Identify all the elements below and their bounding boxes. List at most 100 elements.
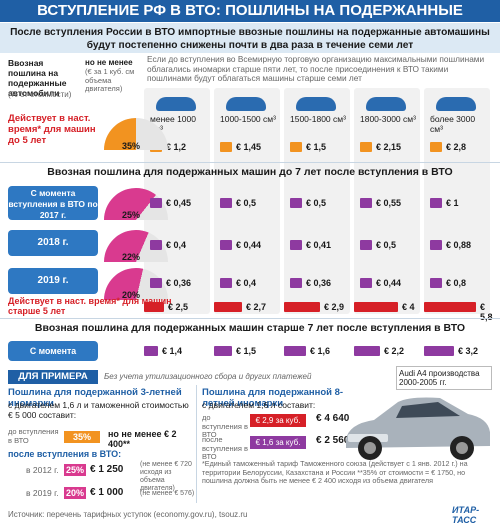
wto-over7-label: С момента вступления в ВТО [8,341,98,376]
car-icon [156,97,196,111]
red-bar [424,302,476,312]
row-value: € 1 [446,198,459,208]
source: Источник: перечень тарифных уступок (eco… [8,510,248,519]
row-value: € 0,4 [166,240,187,250]
purple-bar [284,346,306,356]
current-value: € 1,2 [166,142,187,152]
row-value: € 0,4 [236,278,257,288]
purple-chip [220,198,232,208]
current-value: € 2,15 [376,142,402,152]
section-to-7: Ввозная пошлина для подержанных машин до… [47,166,453,178]
car-icon [296,97,336,111]
page-title: ВСТУПЛЕНИЕ РФ В ВТО: ПОШЛИНЫ НА ПОДЕРЖАН… [0,0,500,41]
purple-bar [354,346,380,356]
row-value: € 0,5 [236,198,257,208]
row-value: € 0,36 [166,278,192,288]
car3-now-label: до вступления в ВТО [8,427,59,445]
current-label: Действует в наст. время* для машин до 5 … [8,113,96,146]
y2019-note: (не менее € 576) [140,490,195,497]
y2012-label: в 2012 г. [26,465,59,475]
current-old-value: € 2,7 [246,302,267,312]
min-note: но не менее [85,58,133,67]
orange-chip [220,142,232,152]
footnote: *Единый таможенный тариф Таможенного сою… [202,459,468,485]
y2012-val: € 1 250 [90,464,124,475]
section-over-7: Ввозная пошлина для подержанных машин ст… [34,322,466,334]
current-value: € 2,8 [446,142,467,152]
y2019-pct: 20% [64,487,86,499]
row-value: € 0,8 [446,278,467,288]
car8-after-rate: € 1,6 за куб. [250,436,306,449]
wto-value: € 1,6 [310,346,331,356]
car8-now-val: € 4 640 [316,413,350,424]
current-old-value: € 2,5 [168,302,189,312]
row-value: € 0,5 [376,240,397,250]
purple-chip [430,198,442,208]
car8-now-rate: € 2,9 за куб. [250,414,306,427]
current-old-value: € 4 [402,302,415,312]
audi-label: Audi A4 производства 2000-2005 гг. [396,366,492,390]
subtitle: После вступления России в ВТО импортные … [0,23,500,53]
purple-chip [360,240,372,250]
red-bar [144,302,164,312]
purple-chip [290,278,302,288]
car-icon [436,97,476,111]
column-label: 1000-1500 см³ [220,114,276,124]
car8-desc: с двигателем 1,6 л составит: [202,400,316,410]
row-value: € 0,41 [306,240,332,250]
red-bar [284,302,320,312]
column-label: 1800-3000 см³ [360,114,416,124]
row-value: € 0,44 [376,278,402,288]
car-icon [226,97,266,111]
car3-pct: 35% [64,431,100,443]
y2012-note: (не менее € 720 исходя из объема двигате… [140,461,192,492]
rate-pct: 20% [122,290,141,300]
intro-text: Если до вступления во Всемирную торговую… [147,54,485,83]
wto-value: € 1,5 [236,346,257,356]
row-value: € 0,36 [306,278,332,288]
column-label: более 3000 см³ [430,114,476,134]
current-old-value: € 2,9 [324,302,345,312]
example-note: Без учета утилизационного сбора и других… [104,372,312,381]
car8-after-label: после вступления в ВТО [202,435,248,461]
orange-chip [290,142,302,152]
after-label: после вступления в ВТО: [8,449,122,459]
y2019-label: в 2019 г. [26,488,59,498]
purple-chip [360,278,372,288]
orange-chip [360,142,372,152]
car8-now-label: до вступления в ВТО [202,413,248,439]
red-bar [214,302,242,312]
car3-desc: с двигателем 1,6 л и таможенной стоимост… [8,400,189,420]
pct-note: (% от стоимости) [8,90,72,99]
car3-title: Пошлина для подержанной 3-летней иномарк… [8,387,182,409]
row-value: € 0,45 [166,198,192,208]
purple-chip [150,278,162,288]
purple-chip [150,240,162,250]
min-unit: (€ за 1 куб. см объема двигателя) [85,67,135,93]
current-value: € 1,5 [306,142,327,152]
rate-pct: 22% [122,252,141,262]
orange-chip [430,142,442,152]
period-label: С момента вступления в ВТО по 2017 г. [8,186,98,220]
current-pct: 35% [122,141,141,151]
purple-chip [150,198,162,208]
purple-chip [220,240,232,250]
car8-after-val: € 2 560 [316,435,350,446]
purple-chip [220,278,232,288]
row-value: € 0,5 [306,198,327,208]
wto-value: € 2,2 [384,346,405,356]
purple-bar [144,346,158,356]
wto-value: € 3,2 [458,346,479,356]
red-bar [354,302,398,312]
current-value: € 1,45 [236,142,262,152]
car-icon [366,97,406,111]
row-value: € 0,88 [446,240,472,250]
y2012-pct: 25% [64,464,86,476]
period-label: 2019 г. [8,268,98,294]
period-label: 2018 г. [8,230,98,256]
example-header: ДЛЯ ПРИМЕРА [8,370,98,384]
row-value: € 0,44 [236,240,262,250]
tariff-label: Ввозная пошлина на подержанные автомобил… [8,58,67,98]
car8-title: Пошлина для подержанной 8-летней иномарк… [202,387,344,409]
